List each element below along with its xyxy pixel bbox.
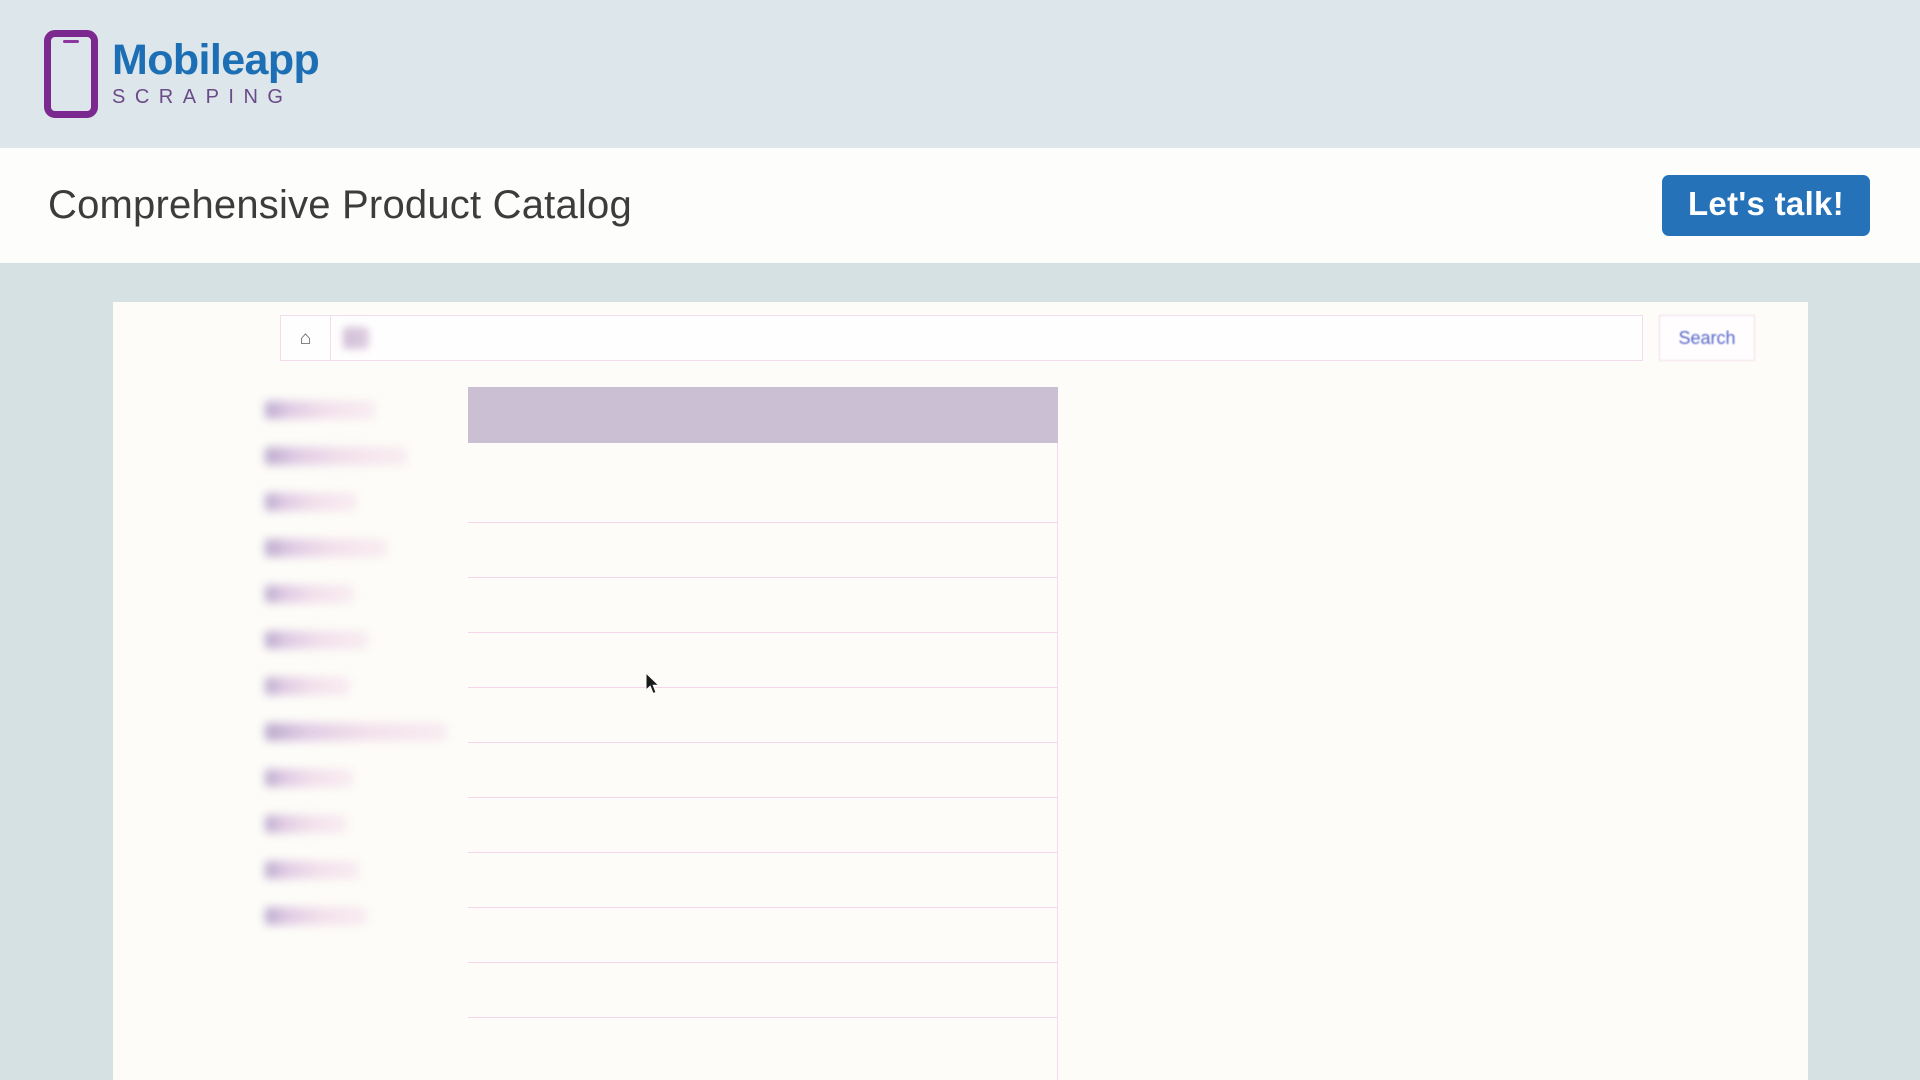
redacted-label	[265, 769, 353, 787]
home-button[interactable]: ⌂	[281, 316, 331, 360]
mobile-phone-outline-icon	[44, 30, 98, 118]
table-row-divider	[468, 632, 1058, 633]
list-item[interactable]	[265, 709, 625, 755]
catalog-list	[265, 387, 625, 939]
redacted-label	[265, 677, 350, 695]
app-toolbar: ⌂	[280, 315, 1643, 361]
list-item[interactable]	[265, 525, 625, 571]
redacted-label	[265, 493, 357, 511]
list-item[interactable]	[265, 801, 625, 847]
list-item[interactable]	[265, 893, 625, 939]
home-icon: ⌂	[299, 327, 312, 349]
toolbar-spacer	[369, 316, 1642, 360]
list-item[interactable]	[265, 387, 625, 433]
table-row-divider	[468, 797, 1058, 798]
page-header: Comprehensive Product Catalog Let's talk…	[0, 148, 1920, 263]
list-item[interactable]	[265, 755, 625, 801]
app-screenshot-card: ⌂ Search	[113, 302, 1808, 1080]
redacted-label	[265, 631, 368, 649]
table-row-divider	[468, 852, 1058, 853]
redacted-label	[265, 815, 347, 833]
table-header	[468, 387, 1058, 443]
logo[interactable]: Mobileapp SCRAPING	[44, 30, 320, 118]
list-item[interactable]	[265, 433, 625, 479]
search-button[interactable]: Search	[1659, 315, 1755, 361]
lets-talk-button[interactable]: Let's talk!	[1661, 174, 1870, 237]
list-item[interactable]	[265, 571, 625, 617]
content-canvas: ⌂ Search	[0, 263, 1920, 1080]
redacted-label	[265, 585, 354, 603]
catalog-table	[468, 387, 1058, 1080]
table-row-divider	[468, 577, 1058, 578]
table-row-divider	[468, 907, 1058, 908]
table-row-divider	[468, 1017, 1058, 1018]
redacted-label	[265, 907, 367, 925]
redacted-label	[265, 861, 359, 879]
table-row-divider	[468, 962, 1058, 963]
redacted-label	[265, 723, 447, 741]
page-title: Comprehensive Product Catalog	[48, 183, 632, 227]
logo-secondary-text: SCRAPING	[112, 86, 293, 109]
redacted-label	[265, 447, 407, 465]
redacted-label	[265, 539, 387, 557]
table-row-divider	[468, 522, 1058, 523]
list-item[interactable]	[265, 847, 625, 893]
list-item[interactable]	[265, 617, 625, 663]
redacted-toolbar-field[interactable]	[343, 327, 369, 349]
list-item[interactable]	[265, 663, 625, 709]
table-row-divider	[468, 742, 1058, 743]
table-row-divider	[468, 687, 1058, 688]
list-item[interactable]	[265, 479, 625, 525]
redacted-label	[265, 401, 375, 419]
logo-primary-text: Mobileapp	[112, 35, 320, 84]
logo-text: Mobileapp SCRAPING	[112, 35, 320, 110]
brand-header-bar: Mobileapp SCRAPING	[0, 0, 1920, 148]
